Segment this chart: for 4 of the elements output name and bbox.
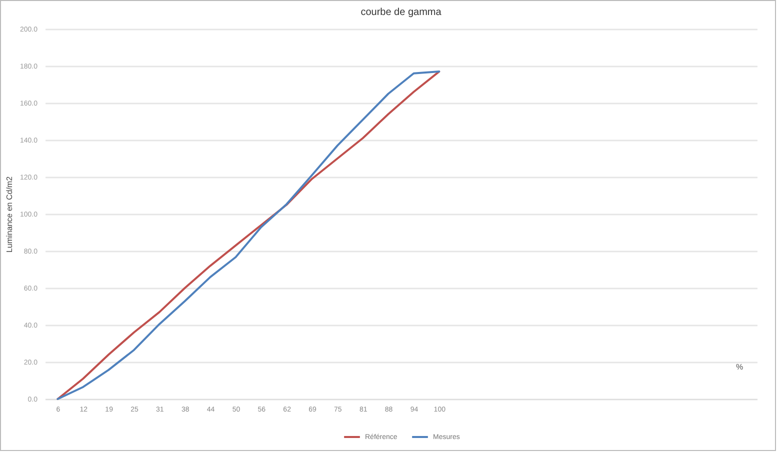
line-series	[56, 70, 440, 400]
chart-title: courbe de gamma	[360, 7, 442, 18]
y-axis-title: Luminance en Cd/m2	[4, 176, 14, 253]
x-axis-title: %	[736, 362, 744, 372]
